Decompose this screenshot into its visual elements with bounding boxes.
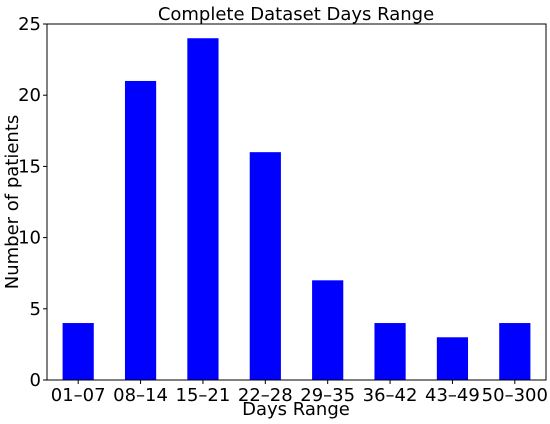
bar-4 bbox=[312, 280, 344, 380]
plot-area bbox=[62, 38, 531, 381]
bar-1 bbox=[124, 80, 157, 381]
y-tick-label: 20 bbox=[18, 85, 41, 106]
x-axis-label: Days Range bbox=[242, 399, 350, 420]
x-tick-label: 50–300 bbox=[482, 385, 548, 406]
x-axis: 01–07 08–14 15–21 22–28 29–35 36–42 43–49 50–30… bbox=[51, 380, 548, 406]
y-tick-label: 25 bbox=[18, 14, 41, 35]
y-tick-label: 5 bbox=[30, 299, 41, 320]
x-tick-label: 15–21 bbox=[176, 385, 231, 406]
y-axis: 0 5 10 15 20 25 bbox=[18, 14, 47, 391]
x-tick-label: 01–07 bbox=[51, 385, 106, 406]
bar-2 bbox=[187, 38, 219, 381]
chart-title: Complete Dataset Days Range bbox=[158, 4, 434, 25]
plot-frame bbox=[46, 23, 547, 381]
bar-7 bbox=[499, 323, 531, 380]
x-tick-label: 08–14 bbox=[113, 385, 168, 406]
x-tick-label: 36–42 bbox=[363, 385, 418, 406]
x-tick-label: 22–28 bbox=[238, 385, 293, 406]
x-tick-label: 29–35 bbox=[300, 385, 355, 406]
bar-3 bbox=[249, 152, 281, 380]
bar-5 bbox=[374, 323, 406, 380]
x-tick-label: 43–49 bbox=[425, 385, 480, 406]
bar-0 bbox=[62, 323, 94, 380]
y-tick-label: 0 bbox=[30, 370, 41, 391]
bar-6 bbox=[436, 337, 469, 380]
y-tick-label: 10 bbox=[18, 228, 41, 249]
y-axis-label: Number of patients bbox=[2, 115, 23, 290]
y-tick-label: 15 bbox=[18, 156, 41, 177]
